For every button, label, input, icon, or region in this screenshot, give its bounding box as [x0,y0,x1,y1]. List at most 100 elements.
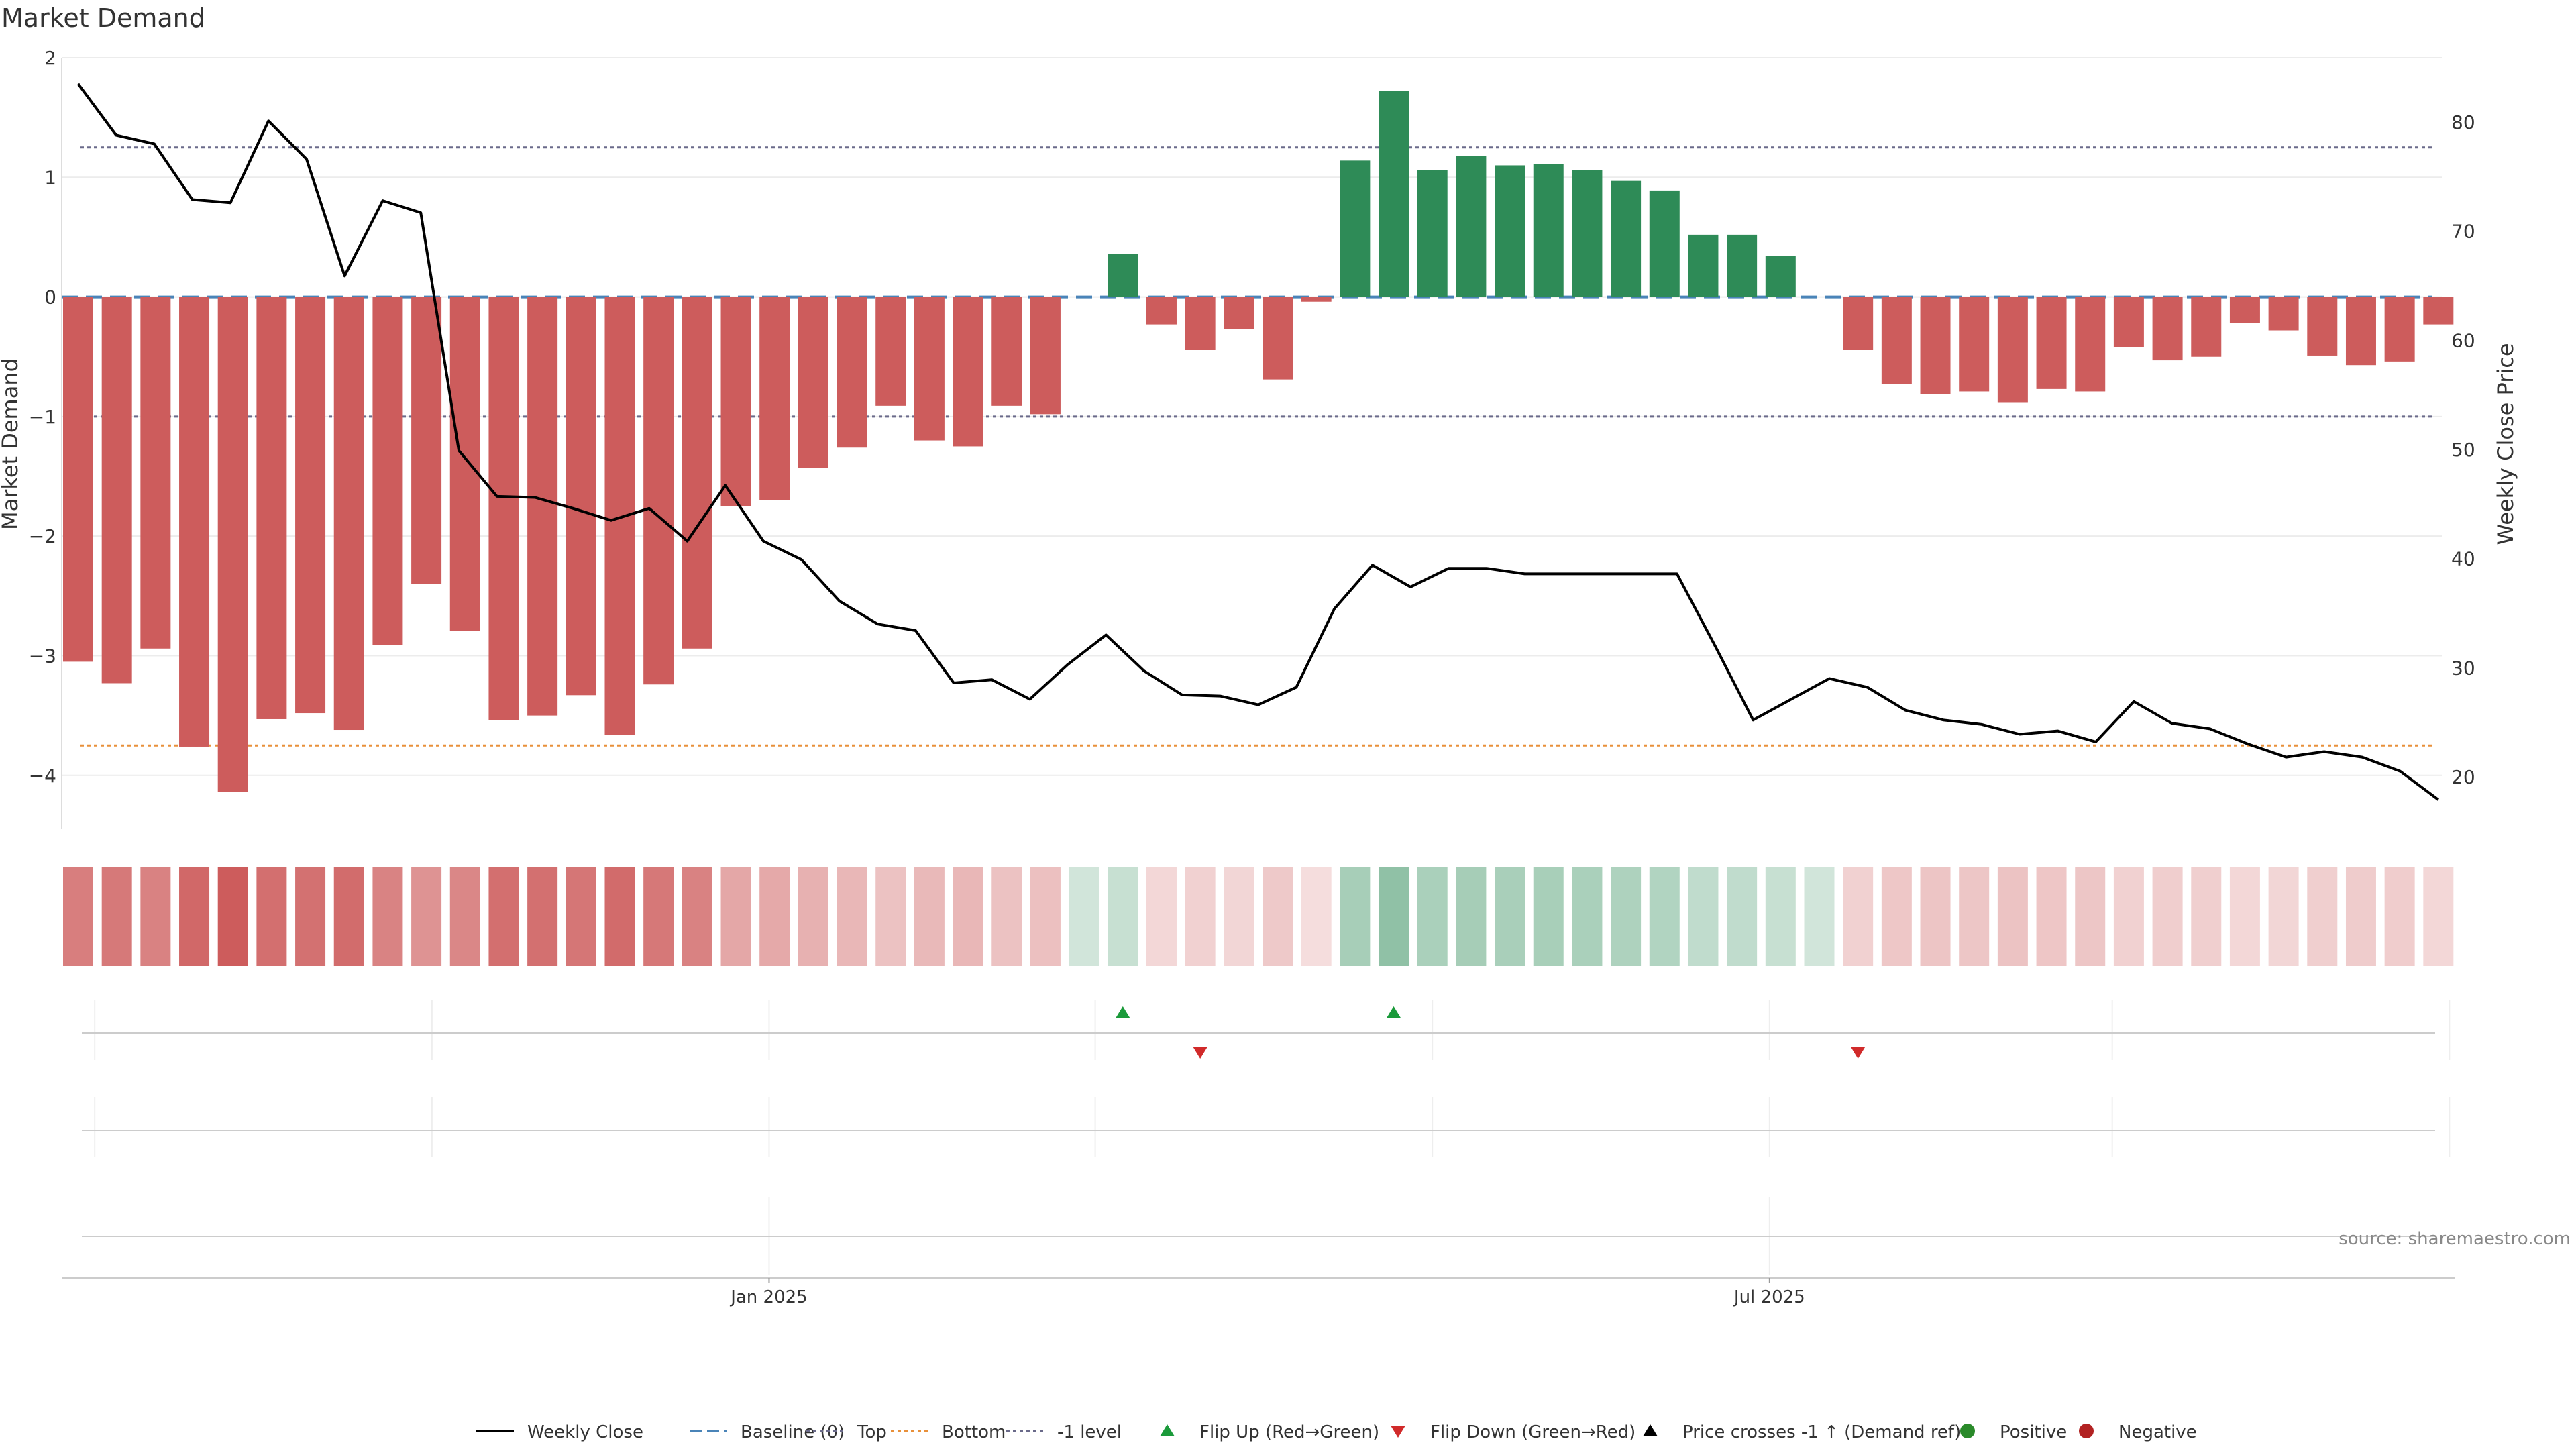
heat-cell [1301,867,1332,966]
left-tick-label: 1 [44,166,56,189]
heat-cell [798,867,828,966]
negative-demand-bar [2268,297,2299,331]
legend-item: -1 level [1006,1422,1122,1442]
negative-demand-bar [449,297,480,631]
negative-demand-bar [1263,297,1293,380]
negative-demand-bar [798,297,828,468]
heat-cell [2036,867,2067,966]
negative-demand-bar [2036,297,2067,389]
heat-cell [1611,867,1642,966]
negative-demand-bar [2307,297,2338,356]
left-tick-label: −3 [29,645,56,667]
positive-demand-bar [1379,91,1409,297]
negative-demand-bar [1224,297,1254,329]
negative-demand-bar [411,297,442,584]
right-tick-label: 40 [2451,548,2475,570]
heat-cell [2152,867,2183,966]
heat-cell [140,867,171,966]
left-tick-label: −4 [29,765,56,787]
heat-cell [2113,867,2144,966]
heat-cell [604,867,635,966]
demand-bars [63,91,2454,792]
negative-demand-bar [1185,297,1216,350]
legend-label: Positive [2000,1422,2067,1442]
heat-cell [1649,867,1680,966]
right-axis-label: Weekly Close Price [2493,343,2518,545]
positive-demand-bar [1727,234,1758,297]
heat-cell [333,867,364,966]
heat-cell [2075,867,2106,966]
positive-demand-bar [1611,180,1642,297]
heat-cell [875,867,906,966]
heat-cell [449,867,480,966]
legend-label: Bottom [942,1422,1006,1442]
negative-demand-bar [63,297,93,662]
negative-demand-bar [2384,297,2415,362]
heat-cell [1688,867,1719,966]
negative-demand-bar [2075,297,2106,392]
positive-demand-bar [1572,170,1603,297]
heat-cell [63,867,93,966]
negative-demand-bar [1959,297,1990,392]
heat-cell [1069,867,1099,966]
left-tick-label: 0 [44,286,56,309]
heat-cell [101,867,132,966]
lower-panels [82,1097,2451,1275]
negative-demand-bar [179,297,210,747]
heat-cell [1804,867,1835,966]
heat-cell [217,867,248,966]
right-tick-label: 20 [2451,766,2475,788]
left-tick-label: 2 [44,47,56,69]
axes: 2 1 0 −1 −2 −3 −4 80 70 60 50 40 30 20 Market Demand We… [0,47,2518,829]
heat-cell [1727,867,1758,966]
heat-cell [1765,867,1796,966]
heat-cell [1108,867,1138,966]
heat-cell [837,867,867,966]
weekly-close-series [76,83,2439,801]
legend-label: Baseline (0) [741,1422,845,1442]
heat-cell [914,867,945,966]
heat-cell [1572,867,1603,966]
legend-item: Flip Down (Green→Red) [1391,1422,1635,1442]
negative-demand-bar [1843,297,1874,350]
negative-demand-bar [682,297,712,649]
negative-demand-bar [759,297,790,500]
legend-item: Price crosses -1 ↑ (Demand ref) [1643,1422,1961,1442]
legend-label: Negative [2118,1422,2197,1442]
heat-cell [2384,867,2415,966]
legend-label: Price crosses -1 ↑ (Demand ref) [1682,1422,1961,1442]
legend-swatch-circle [1960,1424,1975,1438]
heat-cell [1340,867,1371,966]
negative-demand-bar [914,297,945,441]
legend: Weekly Close Baseline (0) Top Bottom -1 leve… [476,1422,2197,1442]
legend-label: -1 level [1057,1422,1122,1442]
negative-demand-bar [875,297,906,406]
legend-item: Negative [2079,1422,2197,1442]
negative-demand-bar [2423,297,2454,325]
legend-item: Baseline (0) [690,1422,845,1442]
negative-demand-bar [295,297,326,714]
heat-cell [1843,867,1874,966]
negative-demand-bar [1997,297,2028,402]
negative-demand-bar [1920,297,1951,394]
weekly-close-line [76,83,2439,801]
heat-cell [1379,867,1409,966]
legend-item: Positive [1960,1422,2067,1442]
positive-demand-bar [1108,254,1138,297]
x-axis: Jan 2025 Jul 2025 [62,1277,2455,1307]
heat-cell [759,867,790,966]
negative-demand-bar [837,297,867,448]
heat-cell [643,867,674,966]
negative-demand-bar [604,297,635,735]
left-tick-label: −2 [29,525,56,547]
flip-marker-panel [82,1000,2451,1060]
heat-cell [1959,867,1990,966]
flip-up-marker [1115,1006,1130,1018]
negative-demand-bar [1030,297,1061,415]
heat-cell [527,867,558,966]
heat-cell [411,867,442,966]
negative-demand-bar [2229,297,2260,323]
negative-demand-bar [488,297,519,720]
heat-cell [1146,867,1177,966]
legend-swatch-triangle-up [1160,1424,1175,1436]
